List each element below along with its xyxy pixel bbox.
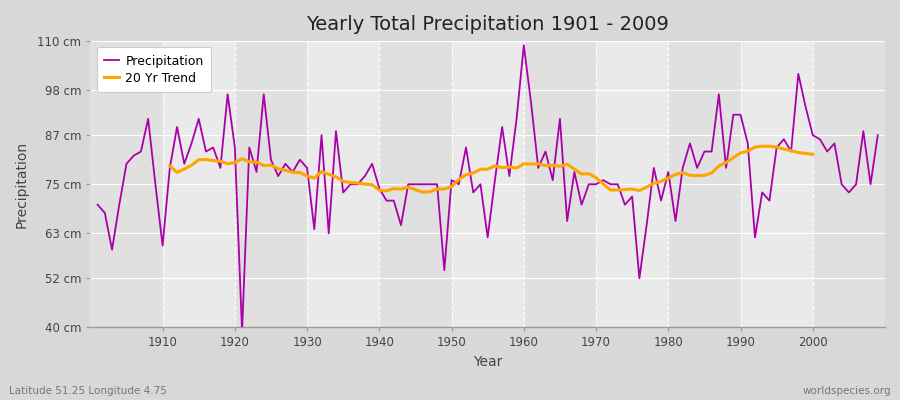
- Bar: [307, 41, 379, 328]
- 20 Yr Trend: [165, 164, 176, 168]
- Y-axis label: Precipitation: Precipitation: [15, 141, 29, 228]
- 20 Yr Trend: [793, 150, 804, 155]
- Precipitation: [533, 166, 544, 170]
- Bar: [235, 41, 307, 328]
- Bar: [163, 41, 235, 328]
- 20 Yr Trend: [721, 160, 732, 165]
- Bar: [669, 41, 741, 328]
- Precipitation: [526, 100, 536, 105]
- Precipitation: [359, 174, 370, 178]
- Text: worldspecies.org: worldspecies.org: [803, 386, 891, 396]
- Bar: [596, 41, 669, 328]
- Line: 20 Yr Trend: 20 Yr Trend: [170, 146, 813, 192]
- Line: Precipitation: Precipitation: [97, 45, 878, 332]
- 20 Yr Trend: [418, 190, 428, 194]
- 20 Yr Trend: [619, 187, 630, 192]
- Bar: [379, 41, 452, 328]
- Precipitation: [92, 202, 103, 207]
- Bar: [741, 41, 813, 328]
- Precipitation: [237, 329, 248, 334]
- Precipitation: [619, 202, 630, 207]
- Text: Latitude 51.25 Longitude 4.75: Latitude 51.25 Longitude 4.75: [9, 386, 166, 396]
- Precipitation: [518, 43, 529, 48]
- Legend: Precipitation, 20 Yr Trend: Precipitation, 20 Yr Trend: [96, 47, 212, 92]
- 20 Yr Trend: [359, 182, 370, 186]
- Title: Yearly Total Precipitation 1901 - 2009: Yearly Total Precipitation 1901 - 2009: [306, 15, 669, 34]
- Bar: [452, 41, 524, 328]
- 20 Yr Trend: [807, 152, 818, 157]
- 20 Yr Trend: [757, 144, 768, 149]
- Bar: [813, 41, 885, 328]
- Precipitation: [150, 182, 161, 187]
- 20 Yr Trend: [251, 160, 262, 164]
- Bar: [90, 41, 163, 328]
- 20 Yr Trend: [706, 171, 717, 176]
- Bar: [524, 41, 596, 328]
- X-axis label: Year: Year: [473, 355, 502, 369]
- Precipitation: [872, 133, 883, 138]
- Precipitation: [316, 133, 327, 138]
